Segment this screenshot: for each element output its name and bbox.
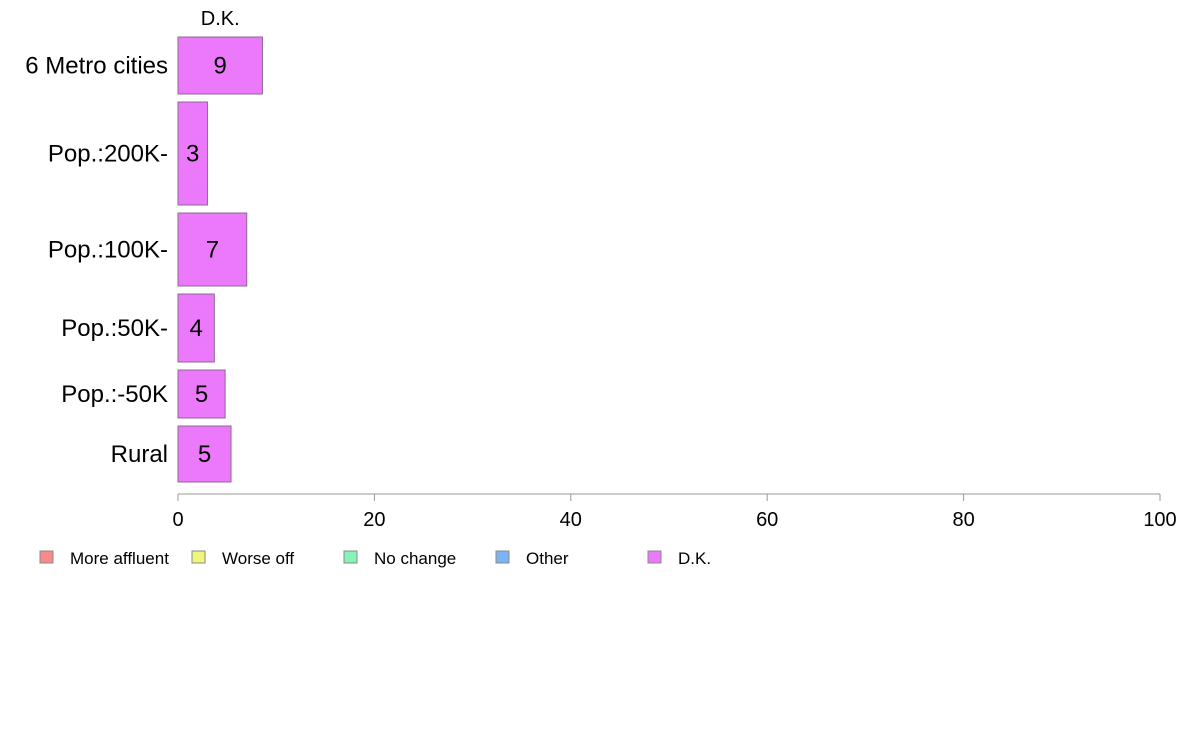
legend-item: Other [495, 549, 569, 568]
category-label: Pop.:-50K [61, 381, 168, 408]
bar [177, 101, 208, 206]
category-label: Pop.:200K- [48, 141, 168, 168]
legend-swatch [495, 550, 510, 564]
legend-label: No change [374, 549, 456, 568]
legend-label: D.K. [678, 549, 711, 568]
bar-data-label: 9 [214, 53, 227, 80]
x-tick-label: 0 [172, 509, 183, 531]
x-tick-label: 60 [756, 509, 778, 531]
legend-label: More affluent [70, 549, 169, 568]
category-label: Rural [111, 441, 168, 468]
legend-label: Worse off [222, 549, 294, 568]
category-label: 6 Metro cities [25, 53, 168, 80]
series-header-group: D.K. [201, 8, 240, 30]
legend: More affluent Worse off No change Other D.K. [39, 549, 711, 568]
bar [177, 36, 263, 95]
legend-label: Other [526, 549, 569, 568]
x-tick-label: 20 [363, 509, 385, 531]
bar-data-label: 5 [195, 381, 208, 408]
x-tick-label: 100 [1143, 509, 1176, 531]
bar-labels: 9 3 7 4 5 5 [186, 53, 227, 469]
legend-swatch [343, 550, 358, 564]
legend-swatch [191, 550, 206, 564]
bar [177, 369, 226, 419]
category-label: Pop.:100K- [48, 237, 168, 264]
bar [177, 293, 215, 363]
bar [177, 425, 232, 483]
bar-data-label: 3 [186, 141, 199, 168]
category-label: Pop.:50K- [61, 315, 168, 342]
bars [177, 36, 263, 483]
series-header-label: D.K. [201, 8, 240, 30]
legend-swatch [39, 550, 54, 564]
bar-data-label: 4 [189, 315, 202, 342]
bar-data-label: 5 [198, 441, 211, 468]
bar [177, 212, 248, 287]
x-axis: 0 20 40 60 80 100 [172, 493, 1177, 531]
category-labels: 6 Metro cities Pop.:200K- Pop.:100K- Pop.:5… [25, 53, 168, 469]
legend-item: No change [343, 549, 456, 568]
legend-item: More affluent [39, 549, 169, 568]
legend-swatch [647, 550, 662, 564]
x-tick-label: 80 [952, 509, 974, 531]
legend-item: D.K. [647, 549, 711, 568]
bar-data-label: 7 [206, 237, 219, 264]
legend-item: Worse off [191, 549, 294, 568]
x-tick-label: 40 [560, 509, 582, 531]
